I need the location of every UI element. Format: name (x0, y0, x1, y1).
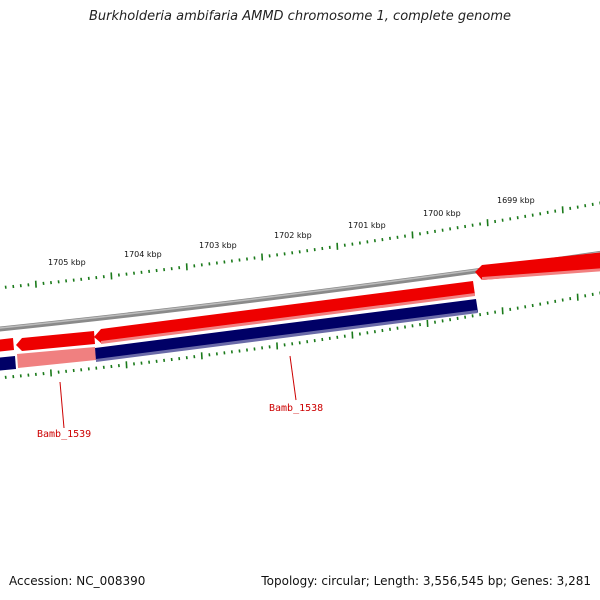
gene-shade (96, 310, 478, 362)
outer-scale-ticks (4, 201, 600, 289)
gene-label-bamb-1539[interactable]: Bamb_1539 (37, 429, 91, 440)
gene-arrow-forward[interactable] (16, 331, 95, 351)
map-title: Burkholderia ambifaria AMMD chromosome 1… (88, 9, 512, 24)
gene-label-leader (59, 381, 65, 429)
accession-text: Accession: NC_008390 (9, 574, 146, 588)
gene-arrow-forward[interactable] (94, 281, 475, 343)
inner-scale-ticks (4, 291, 600, 379)
genome-summary: Topology: circular; Length: 3,556,545 bp… (261, 574, 591, 588)
scale-label: 1700 kbp (423, 209, 461, 218)
scale-label: 1699 kbp (497, 196, 535, 205)
gene-arrow-reverse-left-edge[interactable] (0, 356, 16, 371)
gene-arrow-left-edge[interactable] (0, 338, 14, 352)
gene-label-leader (289, 355, 297, 401)
gene-label-bamb-1538[interactable]: Bamb_1538 (269, 403, 323, 414)
gene-arrow-forward[interactable] (475, 252, 600, 280)
gene-arrow-reverse[interactable] (95, 299, 478, 361)
gene-arrow-reverse-highlight[interactable] (17, 347, 96, 368)
scale-label: 1701 kbp (348, 221, 386, 230)
gene-shade (101, 293, 475, 344)
scale-label: 1705 kbp (48, 258, 86, 267)
gene-shade (482, 268, 600, 280)
scale-label: 1704 kbp (124, 250, 162, 259)
scale-label: 1703 kbp (199, 241, 237, 250)
scale-label: 1702 kbp (274, 231, 312, 240)
